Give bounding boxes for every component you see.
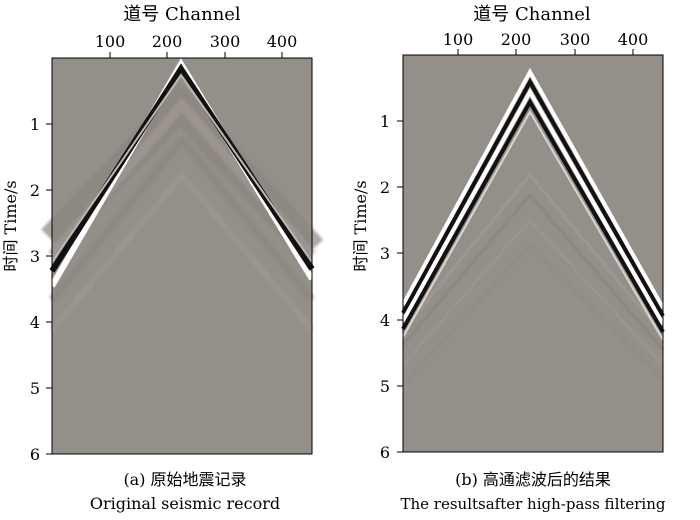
panel-b-caption: (b) 高通滤波后的结果 The resultsafter high-pass … [368,468,698,516]
panel-a-y-tick-label: 3 [30,247,40,266]
panel-b-direct-wave-dark-1 [401,77,665,317]
panel-b-x-tick-label: 400 [618,30,649,49]
panel-b-events [401,172,665,386]
panel-b-x-tick-label: 300 [560,30,591,49]
panel-b-caption-cn: (b) 高通滤波后的结果 [455,470,611,489]
panel-b-y-ticks: 1 2 3 4 5 6 [380,112,403,462]
panel-a-caption: (a) 原始地震记录 Original seismic record [40,468,330,516]
panel-a: 道号 Channel 100 200 300 400 1 2 3 4 5 6 时… [1,4,324,464]
panel-b-x-title: 道号 Channel [473,4,591,25]
panel-b-x-tick-label: 100 [443,30,474,49]
panel-b-x-tick-label: 200 [501,30,532,49]
panel-b-direct-wave-light-1 [401,67,665,309]
panel-b-y-title: 时间 Time/s [351,180,370,271]
panel-a-x-tick-label: 300 [210,32,241,51]
panel-a-x-tick-label: 100 [95,32,126,51]
panel-a-caption-cn: (a) 原始地震记录 [123,470,247,489]
panel-a-y-ticks: 1 2 3 4 5 6 [30,115,52,464]
panel-b-direct-wave-light-2 [401,87,665,325]
panel-a-y-tick-label: 1 [30,115,40,134]
panel-b-y-tick-label: 5 [380,377,390,396]
panel-a-y-tick-label: 4 [30,313,40,332]
panel-b-caption-en: The resultsafter high-pass filtering [400,495,666,513]
panel-b-y-tick-label: 3 [380,244,390,263]
panel-b-y-tick-label: 1 [380,112,390,131]
panel-a-x-title: 道号 Channel [123,4,241,25]
panel-a-y-title: 时间 Time/s [1,180,20,271]
panel-b-direct-wave-dark-2 [401,97,665,334]
panel-a-x-ticks: 100 200 300 400 [95,32,298,58]
panel-a-x-tick-label: 200 [152,32,183,51]
panel-b-y-tick-label: 6 [380,443,390,462]
panel-a-direct-wave-dark [49,63,315,273]
panel-a-y-tick-label: 6 [30,445,40,464]
panel-b: 道号 Channel 100 200 300 400 1 2 3 4 5 6 时… [351,4,665,462]
panel-a-y-tick-label: 5 [30,379,40,398]
panel-b-y-tick-label: 2 [380,178,390,197]
panel-b-x-ticks: 100 200 300 400 [443,30,649,55]
panel-a-y-tick-label: 2 [30,181,40,200]
panel-b-y-tick-label: 4 [380,311,390,330]
panel-a-x-tick-label: 400 [267,32,298,51]
panel-a-caption-en: Original seismic record [89,494,281,513]
